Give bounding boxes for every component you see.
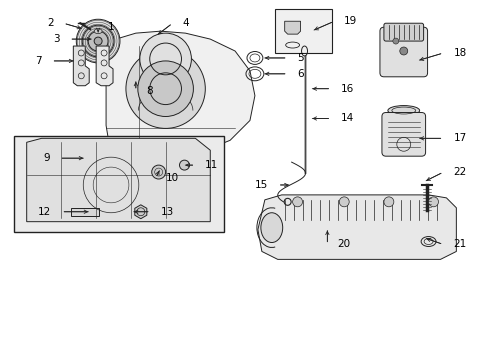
Text: 22: 22 bbox=[452, 167, 466, 177]
Text: 16: 16 bbox=[341, 84, 354, 94]
Circle shape bbox=[292, 197, 302, 207]
Circle shape bbox=[88, 31, 108, 51]
Ellipse shape bbox=[260, 213, 282, 243]
Polygon shape bbox=[27, 138, 210, 222]
Circle shape bbox=[427, 197, 438, 207]
Circle shape bbox=[339, 197, 348, 207]
Text: 14: 14 bbox=[341, 113, 354, 123]
Bar bbox=[274, 9, 332, 53]
Circle shape bbox=[94, 37, 102, 45]
Circle shape bbox=[138, 61, 193, 117]
Polygon shape bbox=[284, 21, 300, 34]
Polygon shape bbox=[96, 46, 113, 86]
Circle shape bbox=[140, 33, 191, 85]
Bar bbox=[71, 208, 99, 216]
Text: 5: 5 bbox=[297, 53, 304, 63]
Circle shape bbox=[76, 19, 120, 63]
Circle shape bbox=[151, 165, 165, 179]
Text: 2: 2 bbox=[47, 18, 53, 28]
Text: 3: 3 bbox=[53, 34, 60, 44]
Ellipse shape bbox=[387, 105, 419, 116]
Polygon shape bbox=[106, 31, 254, 165]
Text: 18: 18 bbox=[452, 48, 466, 58]
Text: 4: 4 bbox=[182, 18, 189, 28]
Circle shape bbox=[82, 25, 114, 57]
Text: 8: 8 bbox=[145, 86, 152, 96]
Circle shape bbox=[399, 47, 407, 55]
FancyBboxPatch shape bbox=[381, 113, 425, 156]
Text: 20: 20 bbox=[337, 239, 350, 249]
Polygon shape bbox=[135, 205, 146, 219]
Circle shape bbox=[126, 49, 205, 129]
Circle shape bbox=[392, 38, 398, 44]
Text: 13: 13 bbox=[161, 207, 174, 217]
Polygon shape bbox=[257, 195, 455, 260]
Text: 17: 17 bbox=[452, 133, 466, 143]
FancyBboxPatch shape bbox=[379, 27, 427, 77]
Text: 10: 10 bbox=[165, 173, 179, 183]
Text: 1: 1 bbox=[108, 22, 115, 32]
Circle shape bbox=[179, 160, 189, 170]
FancyBboxPatch shape bbox=[383, 23, 423, 41]
Bar bbox=[14, 136, 224, 231]
Text: 7: 7 bbox=[35, 56, 41, 66]
Text: 9: 9 bbox=[43, 153, 49, 163]
Ellipse shape bbox=[94, 29, 102, 33]
Text: 12: 12 bbox=[38, 207, 51, 217]
Text: 11: 11 bbox=[205, 160, 218, 170]
Text: 19: 19 bbox=[344, 16, 357, 26]
Text: 15: 15 bbox=[254, 180, 267, 190]
Text: 6: 6 bbox=[297, 69, 304, 79]
Text: 21: 21 bbox=[452, 239, 466, 249]
Polygon shape bbox=[73, 46, 89, 86]
Circle shape bbox=[383, 197, 393, 207]
